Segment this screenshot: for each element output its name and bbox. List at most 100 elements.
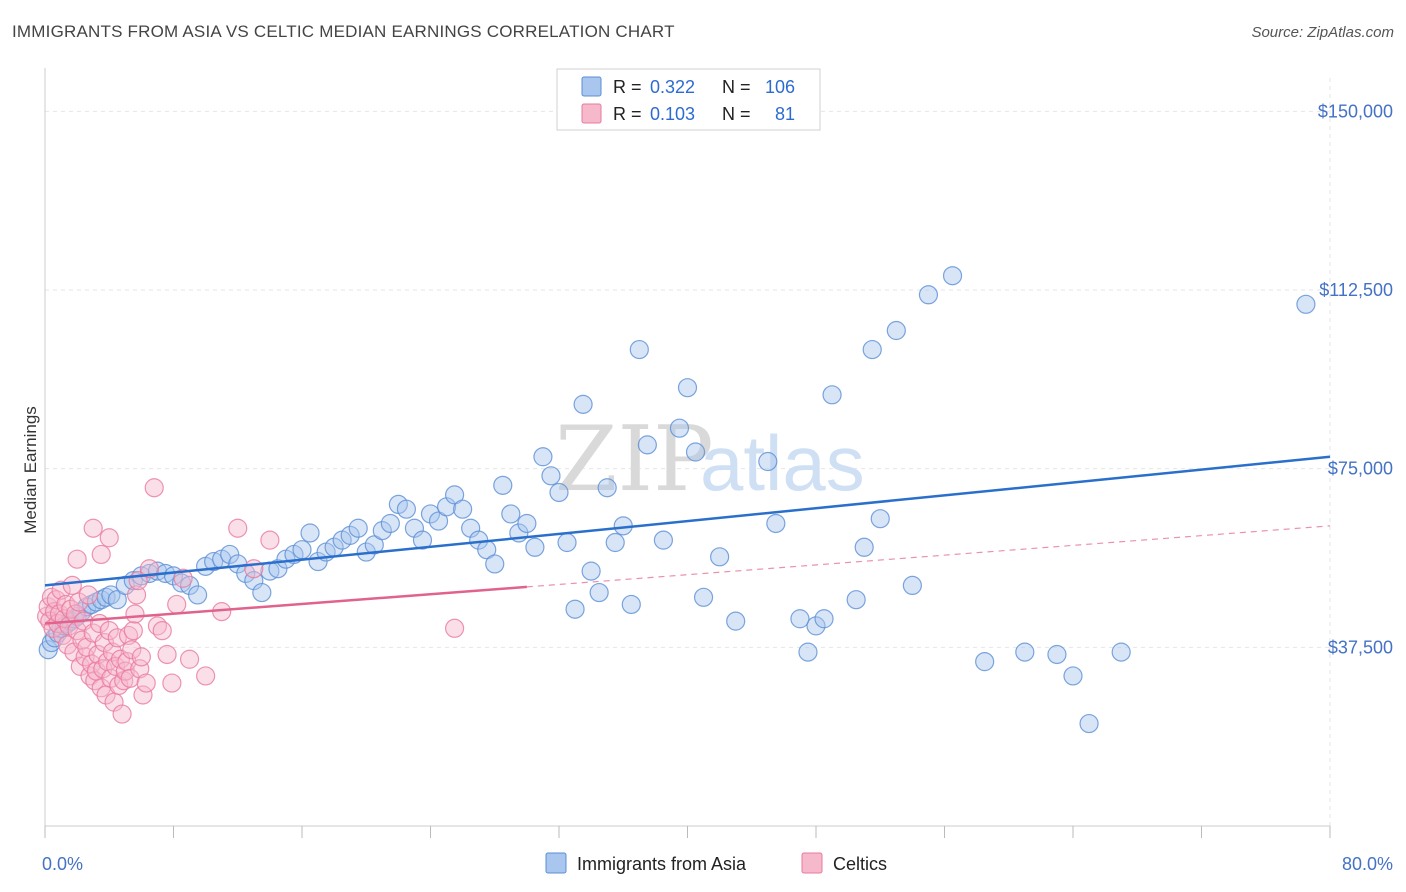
asia-point-95	[806, 616, 826, 636]
y-tick-labels: $37,500 $75,000 $112,500 $150,000	[1318, 101, 1393, 657]
celtics-point-61	[136, 673, 156, 693]
asia-point-75	[573, 394, 593, 414]
asia-point-94	[798, 642, 818, 662]
celtics-point-59	[131, 647, 151, 667]
asia-point-102	[886, 320, 906, 341]
legend-bottom-swatch-celtics	[801, 852, 823, 874]
axes	[44, 68, 1331, 838]
asia-point-66	[501, 504, 521, 524]
asia-point-103	[902, 575, 922, 596]
celtics-point-68	[167, 594, 187, 615]
asia-point-98	[846, 590, 866, 610]
celtics-point-63	[144, 478, 164, 498]
asia-point-17	[107, 590, 127, 610]
watermark: ZIP atlas	[555, 407, 865, 512]
celtics-point-47	[112, 704, 132, 724]
asia-point-93	[790, 609, 810, 629]
asia-point-70	[533, 447, 553, 467]
legend-n-value-celtics: 81	[775, 104, 795, 124]
asia-point-110	[1079, 713, 1099, 734]
legend-bottom-swatch-asia	[545, 852, 567, 874]
x-tick-label-0: 0.0%	[42, 854, 83, 874]
x-tick-labels: 0.0% 80.0%	[42, 854, 1393, 874]
asia-point-71	[541, 466, 561, 486]
celtics-point-79	[99, 528, 119, 548]
asia-point-69	[525, 537, 545, 557]
asia-point-111	[1111, 642, 1131, 662]
asia-point-104	[918, 285, 939, 305]
asia-point-107	[1015, 642, 1035, 662]
watermark-atlas: atlas	[700, 419, 865, 507]
asia-point-112	[1296, 294, 1316, 314]
asia-point-72	[549, 482, 569, 503]
asia-point-91	[758, 451, 778, 472]
celtics-point-16	[62, 575, 82, 596]
asia-point-56	[420, 504, 441, 524]
asia-point-89	[710, 547, 730, 567]
asia-point-64	[485, 554, 505, 574]
legend-swatch-celtics	[581, 103, 602, 124]
asia-point-40	[292, 540, 312, 560]
asia-point-41	[300, 523, 320, 543]
legend-r-label-celtics: R =	[613, 104, 642, 124]
asia-point-90	[726, 611, 746, 631]
celtics-point-55	[125, 604, 145, 624]
celtics-point-18	[65, 604, 86, 624]
celtics-point-58	[130, 659, 150, 679]
asia-point-68	[517, 513, 537, 534]
asia-point-101	[870, 509, 890, 529]
asia-point-82	[629, 339, 649, 360]
celtics-point-66	[157, 644, 177, 665]
asia-point-99	[854, 537, 874, 557]
asia-point-53	[396, 499, 417, 519]
asia-point-85	[669, 418, 690, 438]
celtics-point-44	[107, 628, 127, 648]
celtics-point-73	[228, 518, 248, 538]
asia-point-83	[637, 435, 657, 455]
asia-point-78	[597, 478, 617, 498]
legend-r-value-asia: 0.322	[650, 77, 695, 97]
y-tick-label-0: $37,500	[1328, 637, 1393, 657]
asia-point-106	[975, 652, 995, 672]
celtics-point-77	[83, 518, 103, 538]
celtics-point-32	[88, 644, 108, 665]
celtics-point-78	[91, 544, 111, 565]
asia-point-105	[942, 266, 963, 286]
y-tick-label-3: $150,000	[1318, 101, 1393, 121]
celtics-point-20	[69, 592, 89, 612]
legend-n-label-celtics: N =	[722, 104, 751, 124]
asia-point-57	[428, 511, 449, 531]
legend-bottom-label-asia: Immigrants from Asia	[577, 854, 747, 874]
celtics-point-41	[102, 642, 123, 662]
legend-swatch-asia	[581, 76, 602, 97]
asia-point-60	[453, 499, 473, 519]
asia-point-84	[653, 530, 674, 550]
celtics-point-71	[196, 666, 216, 686]
asia-point-59	[444, 485, 465, 505]
asia-point-51	[380, 513, 400, 534]
trend-line-celtics-dashed	[526, 525, 1331, 588]
y-axis-label: Median Earnings	[21, 406, 40, 534]
celtics-point-53	[122, 640, 142, 660]
celtics-point-75	[260, 530, 280, 550]
celtics-point-39	[99, 621, 119, 641]
asia-point-74	[565, 599, 585, 619]
legend-r-label-asia: R =	[613, 77, 642, 97]
trend-line-asia	[44, 455, 1331, 587]
celtics-point-54	[123, 621, 143, 641]
celtics-point-70	[179, 649, 200, 669]
legend-bottom: Immigrants from Asia Celtics	[545, 852, 887, 874]
legend-n-value-asia: 106	[765, 77, 795, 97]
y-tick-label-2: $112,500	[1319, 280, 1393, 300]
celtics-point-69	[173, 568, 193, 588]
chart-source: Source: ZipAtlas.com	[1251, 24, 1394, 41]
asia-point-77	[589, 582, 609, 603]
legend-r-value-celtics: 0.103	[650, 104, 695, 124]
celtics-point-6	[46, 590, 66, 610]
asia-point-29	[204, 551, 224, 572]
asia-point-73	[557, 532, 577, 553]
chart-title: IMMIGRANTS FROM ASIA VS CELTIC MEDIAN EA…	[12, 22, 675, 41]
asia-point-79	[605, 532, 625, 553]
asia-point-76	[581, 561, 601, 581]
